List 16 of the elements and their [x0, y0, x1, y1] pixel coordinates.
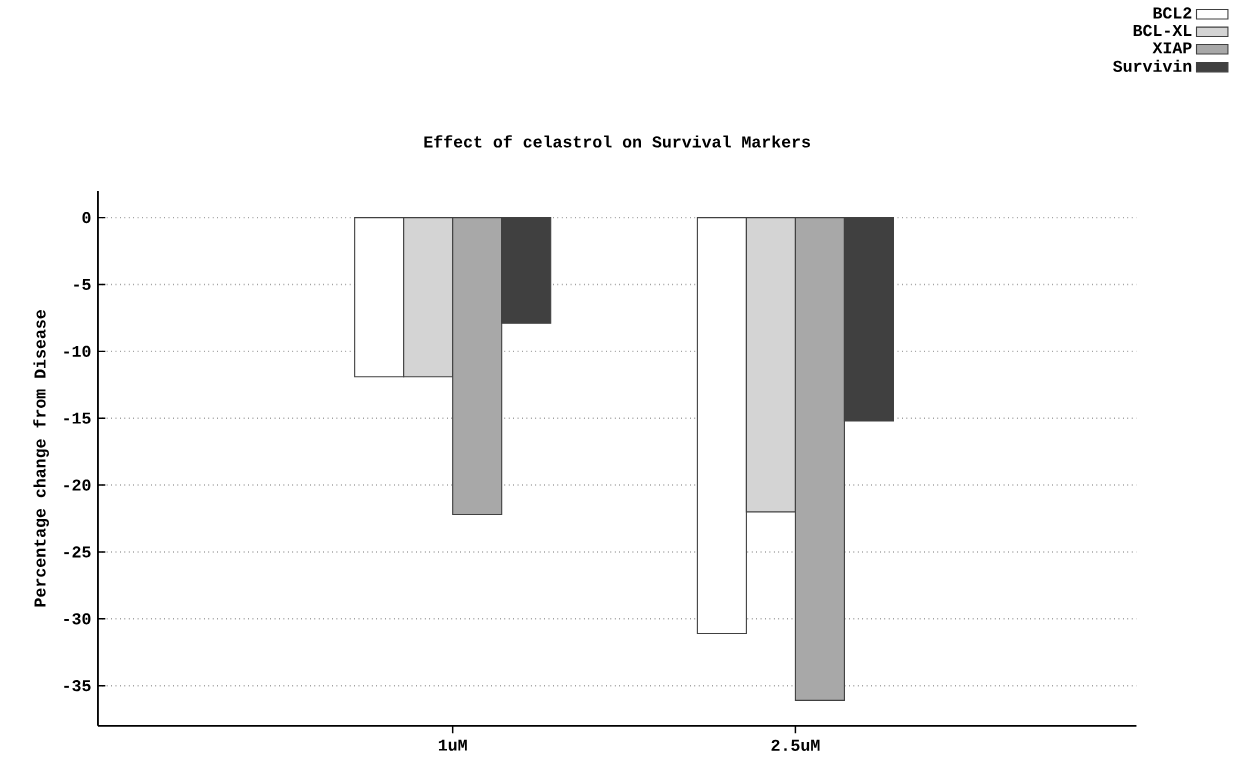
chart-title: Effect of celastrol on Survival Markers [424, 135, 810, 148]
y-tick-label: 0 [82, 211, 91, 224]
y-axis-title: Percentage change from Disease [33, 310, 49, 607]
x-tick-label: 1uM [438, 739, 467, 751]
legend-label: BCL2 [1153, 7, 1192, 19]
y-tick-label: -5 [74, 278, 91, 291]
x-tick-label: 2.5uM [771, 739, 820, 751]
legend-label: BCL-XL [1133, 24, 1192, 37]
y-tick-label: -15 [64, 412, 91, 424]
y-tick-label: -35 [64, 680, 91, 692]
y-tick-label: -10 [64, 345, 91, 357]
y-tick-label: -30 [64, 613, 91, 625]
y-tick-label: -20 [64, 479, 91, 491]
y-tick-label: -25 [64, 546, 91, 558]
legend-label: XIAP [1152, 42, 1192, 54]
legend-label: Survivin [1113, 59, 1192, 72]
